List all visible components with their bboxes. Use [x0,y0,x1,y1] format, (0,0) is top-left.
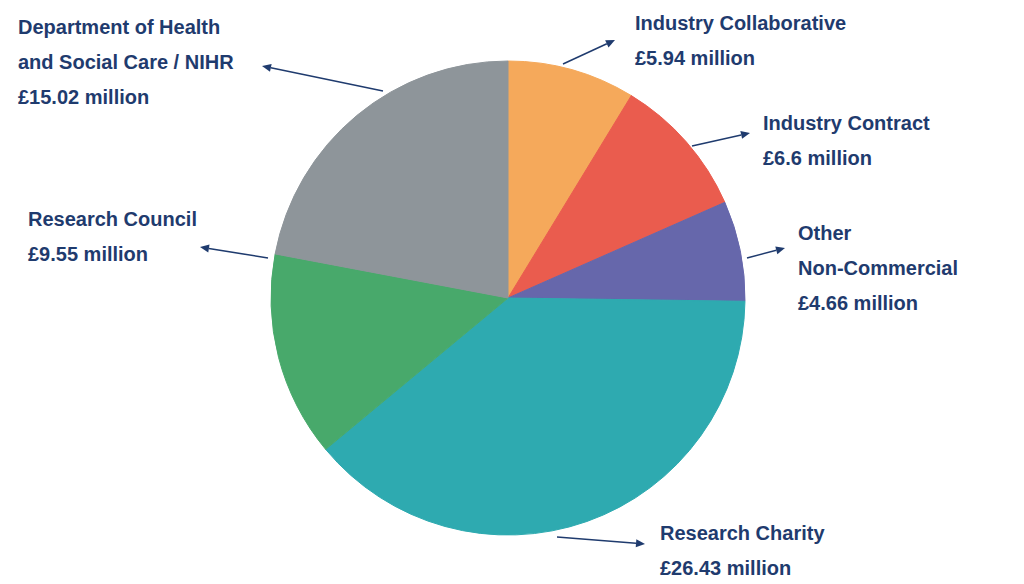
svg-text:Department of Healthand Social: Department of Healthand Social Care / NI… [18,16,234,108]
svg-text:Research Council£9.55 million: Research Council£9.55 million [28,208,197,265]
svg-text:Industry Contract£6.6 million: Industry Contract£6.6 million [763,112,930,169]
svg-text:Industry Collaborative£5.94 mi: Industry Collaborative£5.94 million [635,12,846,69]
svg-text:Research Charity£26.43 million: Research Charity£26.43 million [660,522,825,579]
svg-text:OtherNon-Commercial£4.66 milli: OtherNon-Commercial£4.66 million [798,222,958,314]
